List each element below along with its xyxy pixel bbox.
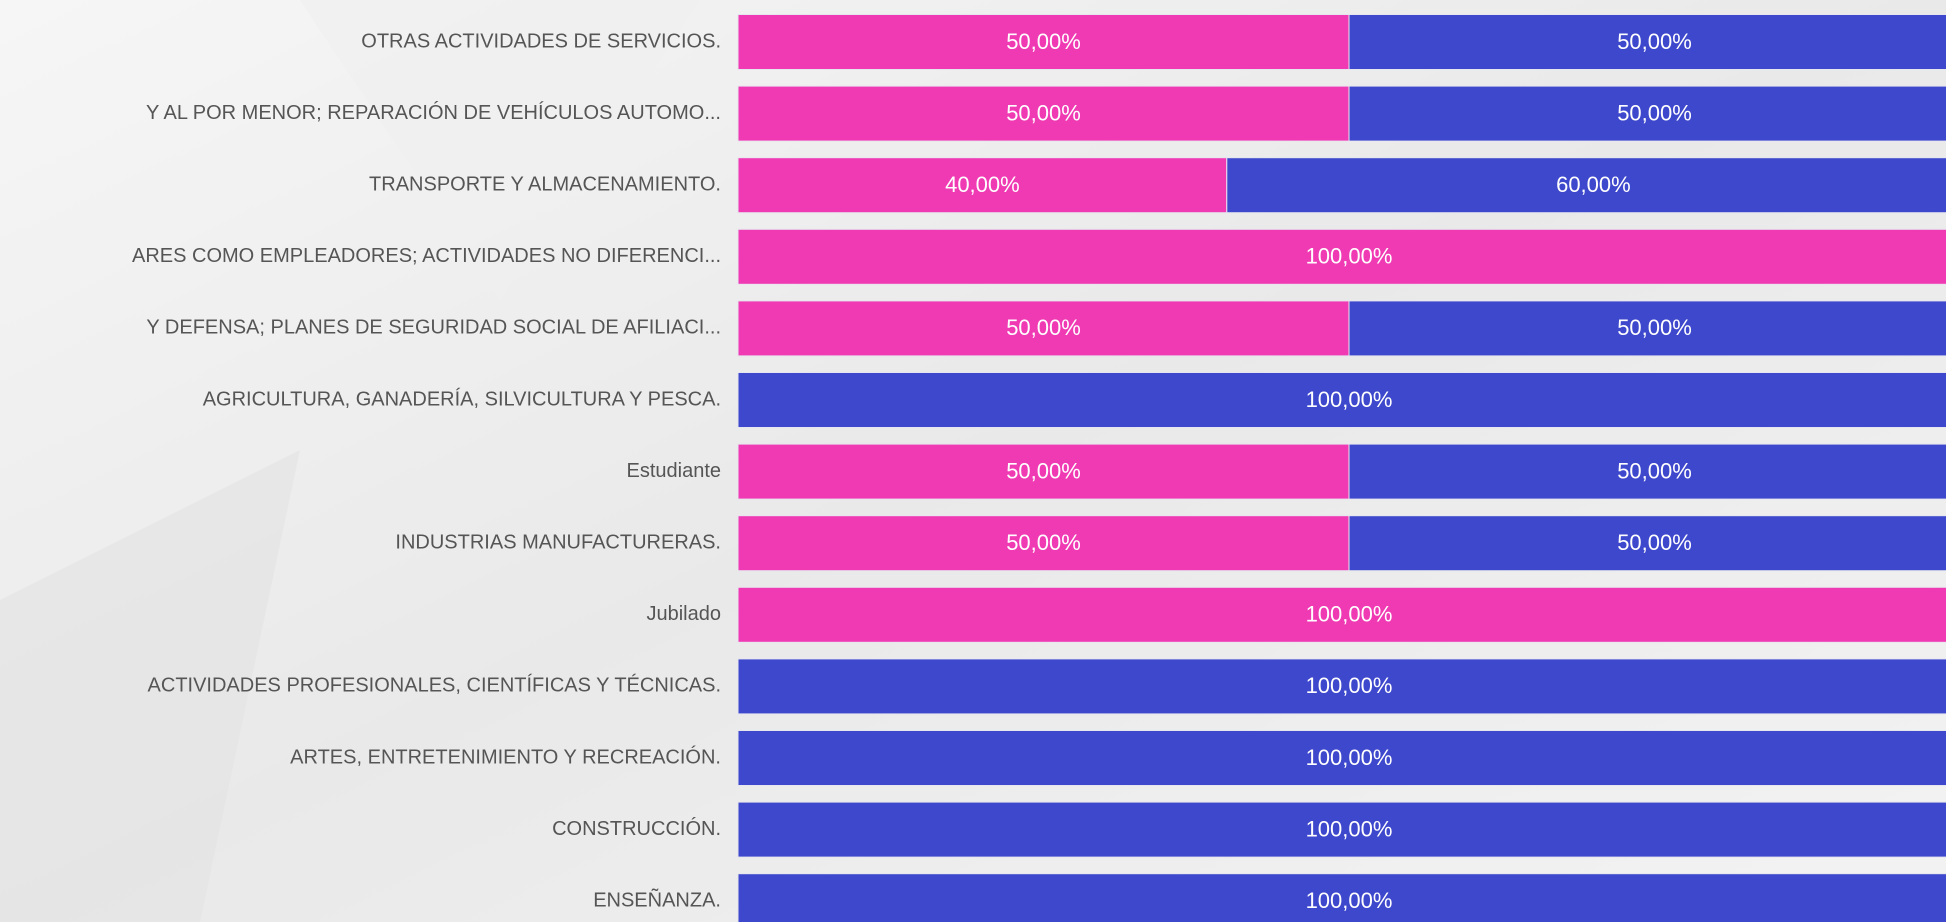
category-label: ACTIVIDADES PROFESIONALES, CIENTÍFICAS Y… bbox=[148, 674, 721, 697]
bar-segment bbox=[737, 873, 1946, 922]
bar-segment bbox=[1348, 85, 1946, 142]
category-label: CONSTRUCCIÓN. bbox=[552, 817, 721, 840]
bar-segment bbox=[737, 300, 1350, 357]
category-label: ARTES, ENTRETENIMIENTO Y RECREACIÓN. bbox=[290, 745, 721, 768]
category-label: AGRICULTURA, GANADERÍA, SILVICULTURA Y P… bbox=[203, 387, 721, 410]
data-label: 50,00% bbox=[1617, 315, 1692, 340]
bar-segment bbox=[1226, 157, 1946, 214]
data-label: 50,00% bbox=[1006, 530, 1081, 555]
background-shape bbox=[0, 450, 300, 922]
data-label: 100,00% bbox=[1306, 816, 1393, 841]
category-label: Y AL POR MENOR; REPARACIÓN DE VEHÍCULOS … bbox=[146, 101, 721, 124]
bar-segment bbox=[737, 157, 1228, 214]
bar-segment bbox=[737, 228, 1946, 285]
category-label: ENSEÑANZA. bbox=[593, 887, 721, 911]
bar-segment bbox=[737, 730, 1946, 786]
data-label: 100,00% bbox=[1306, 673, 1393, 698]
category-label: TRANSPORTE Y ALMACENAMIENTO. bbox=[369, 173, 721, 195]
category-label: ARES COMO EMPLEADORES; ACTIVIDADES NO DI… bbox=[132, 245, 721, 267]
data-label: 100,00% bbox=[1306, 602, 1393, 627]
data-label: 50,00% bbox=[1617, 530, 1692, 555]
background-shape bbox=[300, 0, 700, 300]
category-label: Jubilado bbox=[646, 603, 721, 625]
bar-segment bbox=[1348, 443, 1946, 500]
category-label: Y DEFENSA; PLANES DE SEGURIDAD SOCIAL DE… bbox=[146, 317, 721, 339]
bar-segment bbox=[737, 801, 1946, 858]
bar-segment bbox=[737, 372, 1946, 428]
bar-segment bbox=[1348, 515, 1946, 572]
data-label: 100,00% bbox=[1306, 888, 1393, 913]
bar-segment bbox=[1348, 14, 1946, 70]
category-label: Estudiante bbox=[626, 460, 721, 482]
bar-segment bbox=[1348, 300, 1946, 357]
data-label: 50,00% bbox=[1006, 315, 1081, 340]
bar-segment bbox=[737, 515, 1350, 572]
data-label: 60,00% bbox=[1556, 172, 1631, 197]
bar-segment bbox=[737, 14, 1350, 70]
category-label: INDUSTRIAS MANUFACTURERAS. bbox=[395, 531, 721, 553]
data-label: 50,00% bbox=[1617, 100, 1692, 125]
data-label: 100,00% bbox=[1306, 244, 1393, 269]
data-label: 40,00% bbox=[945, 172, 1020, 197]
data-label: 50,00% bbox=[1617, 458, 1692, 483]
data-label: 50,00% bbox=[1617, 29, 1692, 54]
data-label: 100,00% bbox=[1306, 387, 1393, 412]
bar-segment bbox=[737, 658, 1946, 715]
bar-segment bbox=[737, 586, 1946, 643]
category-label: OTRAS ACTIVIDADES DE SERVICIOS. bbox=[361, 30, 721, 52]
data-label: 50,00% bbox=[1006, 458, 1081, 483]
data-label: 50,00% bbox=[1006, 29, 1081, 54]
data-label: 100,00% bbox=[1306, 745, 1393, 770]
data-label: 50,00% bbox=[1006, 100, 1081, 125]
